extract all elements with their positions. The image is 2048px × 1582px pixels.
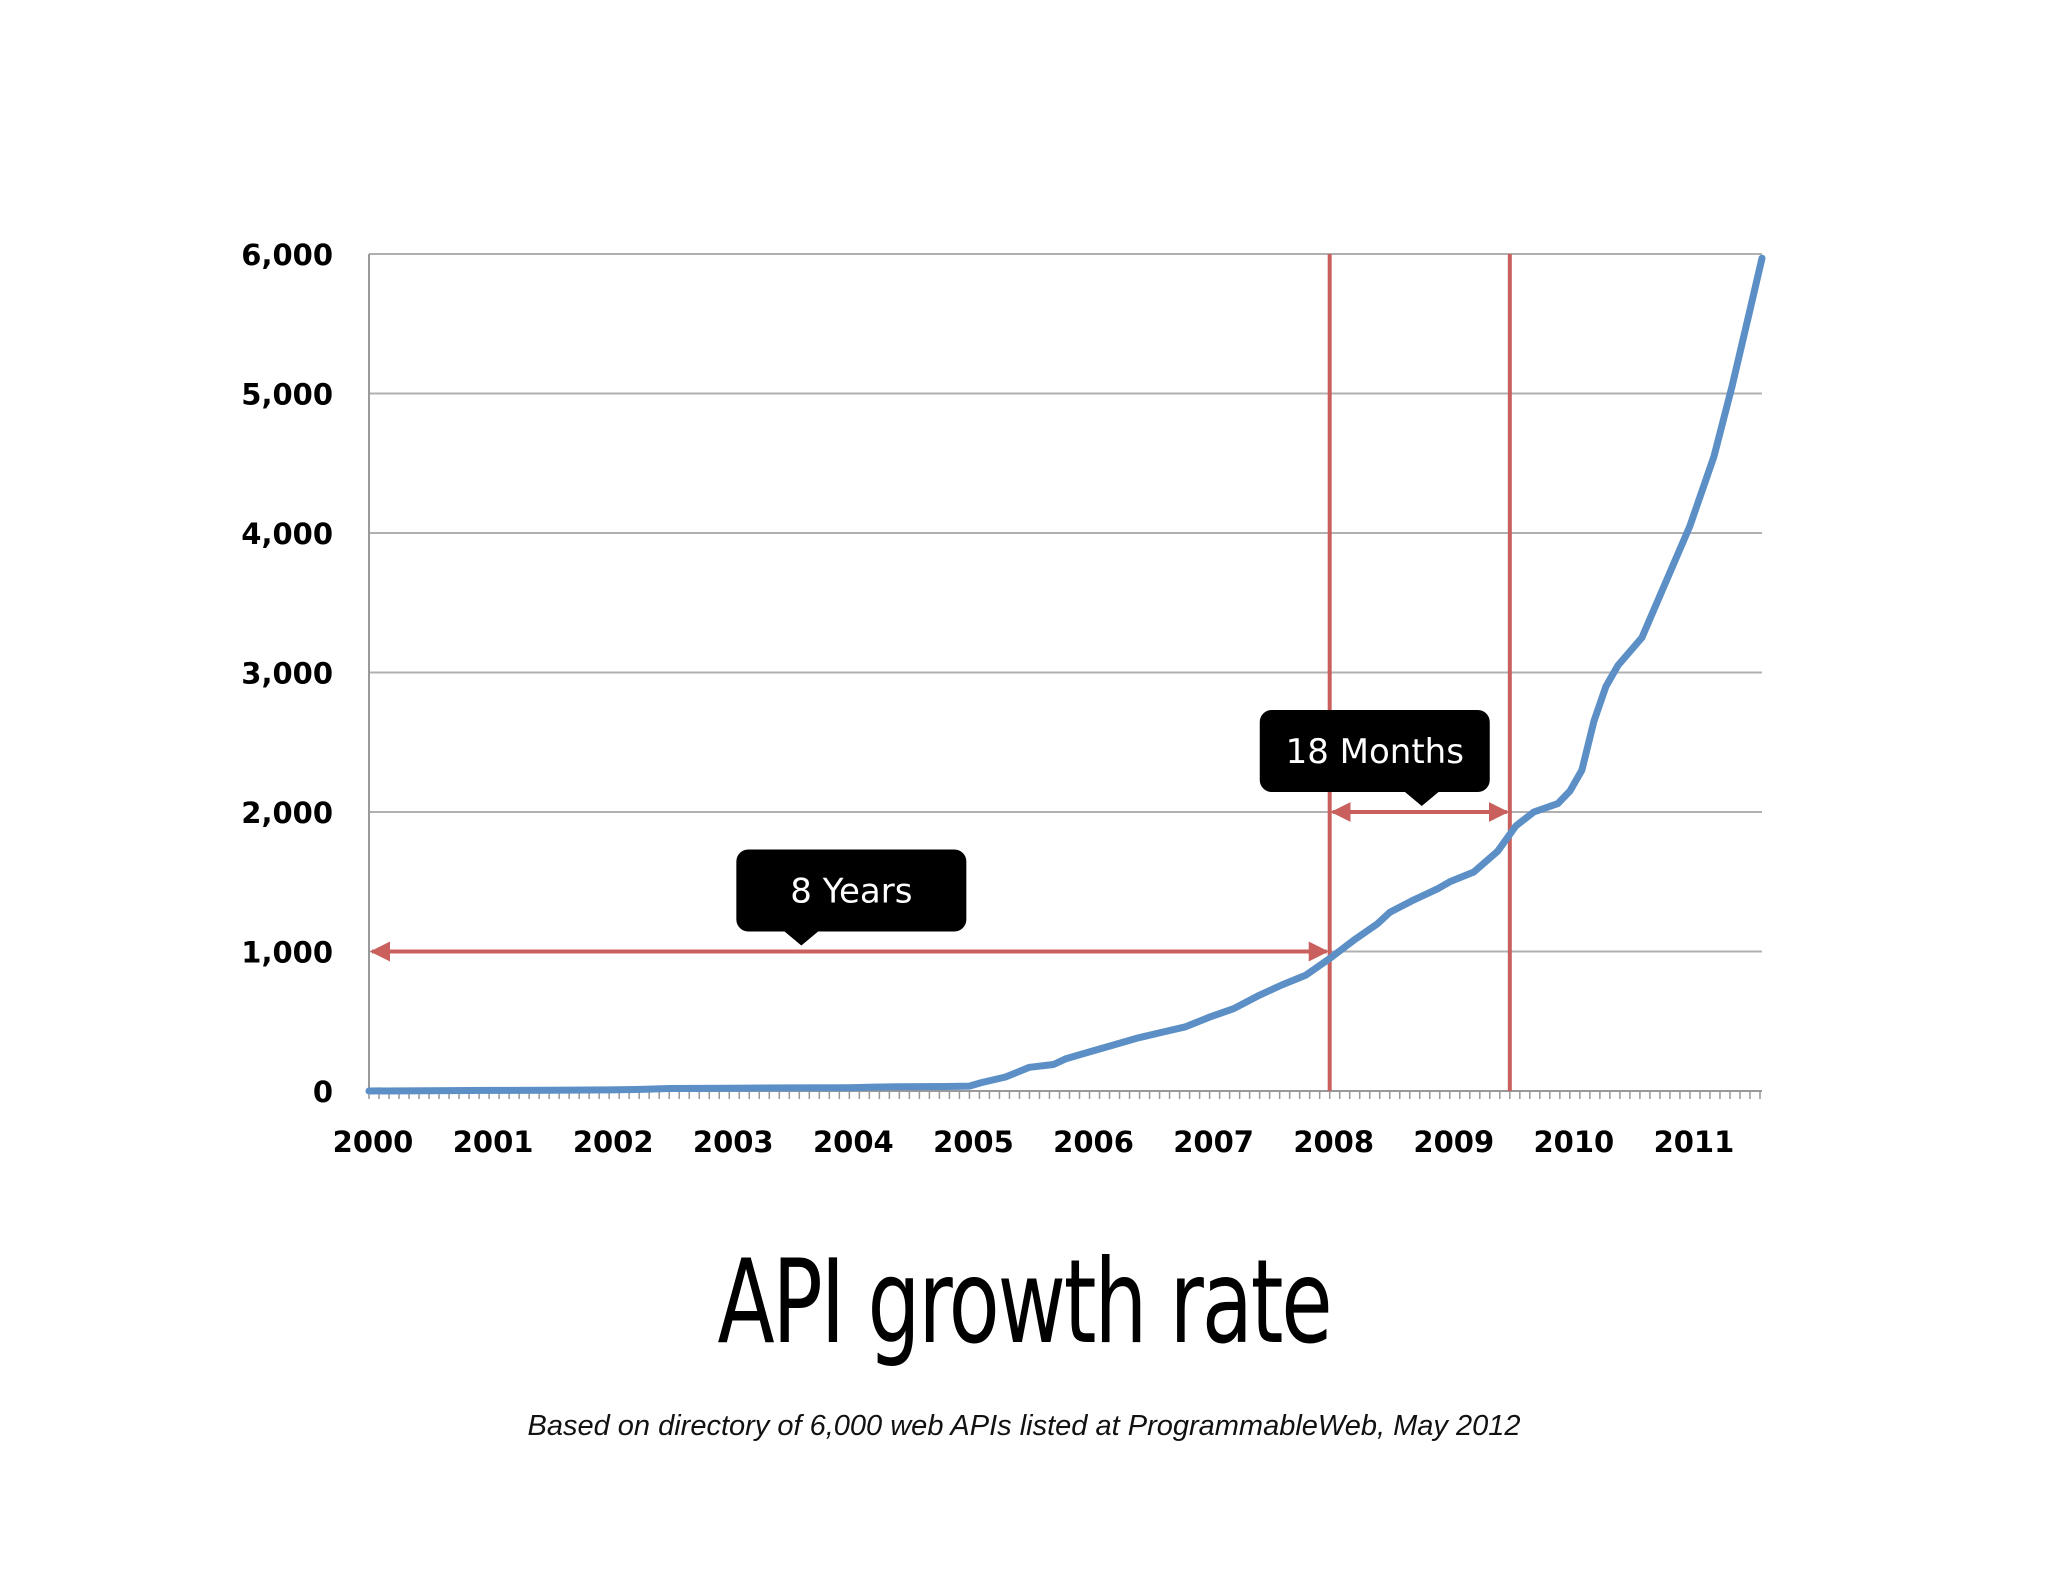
vertical-markers [1327, 254, 1512, 1091]
y-tick-label: 4,000 [241, 517, 333, 551]
callout-box [736, 849, 967, 932]
annotations: 8 Years 18 Months [370, 710, 1509, 962]
series [365, 254, 1766, 1095]
y-axis-ticks: 0 1,000 2,000 3,000 4,000 5,000 6,000 [241, 238, 333, 1109]
x-tick-label: 2010 [1534, 1125, 1615, 1159]
x-tick-label: 2007 [1173, 1125, 1254, 1159]
annotation-callout: 8 Years [736, 849, 967, 946]
x-tick-label: 2002 [573, 1125, 654, 1159]
callout-box [1259, 710, 1490, 792]
x-tick-label: 2009 [1413, 1125, 1494, 1159]
chart-caption: Based on directory of 6,000 web APIs lis… [527, 1410, 1521, 1442]
y-tick-label: 3,000 [241, 657, 333, 691]
x-tick-label: 2006 [1053, 1125, 1134, 1159]
callout-label: 18 Months [1286, 732, 1464, 772]
x-axis-ticks: 2000 2001 2002 2003 2004 2005 2006 2007 2008 2009… [333, 1125, 1735, 1159]
x-tick-label: 2004 [813, 1125, 894, 1159]
callout-label: 8 Years [790, 872, 912, 912]
chart-title: API growth rate [717, 1235, 1332, 1370]
x-tick-label: 2011 [1654, 1125, 1735, 1159]
y-tick-label: 0 [313, 1075, 333, 1109]
x-tick-label: 2001 [453, 1125, 534, 1159]
annotation-callout: 18 Months [1259, 710, 1490, 806]
x-tick-label: 2008 [1293, 1125, 1374, 1159]
y-tick-label: 2,000 [241, 796, 333, 830]
y-tick-label: 6,000 [241, 238, 333, 272]
x-tick-label: 2000 [333, 1125, 414, 1159]
callout-pointer [783, 930, 820, 946]
x-tick-label: 2005 [933, 1125, 1014, 1159]
gridlines [369, 253, 1762, 953]
series-line [365, 254, 1766, 1095]
x-tick-label: 2003 [693, 1125, 774, 1159]
y-tick-label: 5,000 [241, 378, 333, 412]
y-tick-label: 1,000 [241, 936, 333, 970]
callout-pointer [1403, 791, 1440, 806]
axes [368, 254, 1762, 1099]
